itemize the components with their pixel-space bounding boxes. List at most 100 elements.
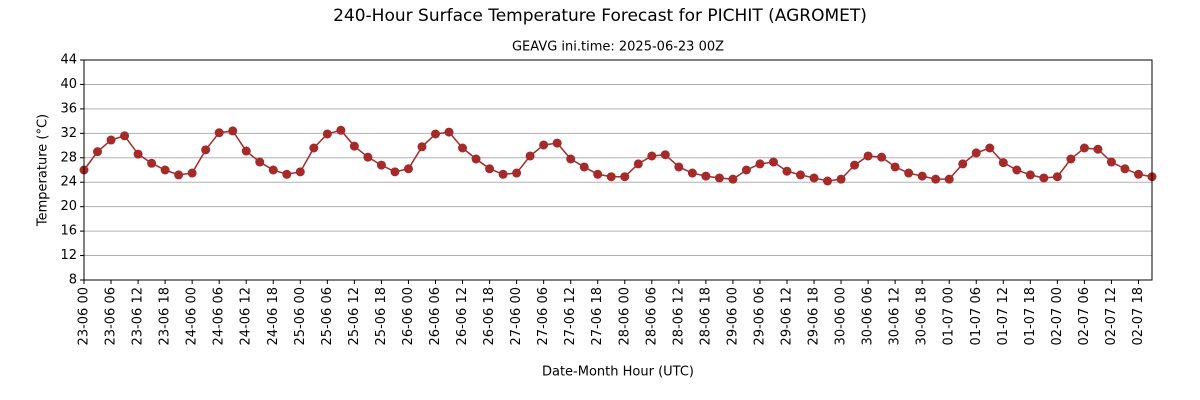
data-point — [593, 169, 603, 179]
data-point — [863, 151, 873, 161]
data-point — [147, 158, 157, 168]
y-tick-label: 40 — [60, 77, 77, 92]
data-point — [1093, 144, 1103, 154]
data-point — [512, 168, 522, 178]
data-point — [579, 162, 589, 172]
data-point — [349, 141, 359, 151]
x-tick-label: 25-06 06 — [320, 287, 335, 345]
data-point — [755, 159, 765, 169]
data-point — [390, 167, 400, 177]
data-point — [160, 165, 170, 175]
x-tick-label: 30-06 00 — [834, 287, 849, 345]
y-tick-label: 16 — [60, 224, 77, 239]
data-point — [133, 149, 143, 159]
data-point — [376, 160, 386, 170]
data-point — [782, 166, 792, 176]
data-point — [971, 148, 981, 158]
data-point — [1120, 164, 1130, 174]
data-point — [485, 164, 495, 174]
data-point — [674, 162, 684, 172]
x-tick-label: 25-06 12 — [347, 287, 362, 345]
temperature-line — [83, 129, 1153, 182]
data-point — [1133, 169, 1143, 179]
y-tick-label: 12 — [60, 248, 77, 263]
data-point — [539, 140, 549, 150]
data-point — [201, 145, 211, 155]
data-point — [552, 138, 562, 148]
x-tick-label: 25-06 00 — [293, 287, 308, 345]
data-point — [633, 159, 643, 169]
data-point — [647, 151, 657, 161]
x-tick-label: 28-06 06 — [644, 287, 659, 345]
data-point — [120, 131, 130, 141]
data-point — [471, 154, 481, 164]
data-point — [430, 129, 440, 139]
x-axis-label: Date-Month Hour (UTC) — [542, 365, 694, 380]
data-point — [809, 173, 819, 183]
data-point — [403, 164, 413, 174]
x-tick-label: 02-07 12 — [1104, 287, 1119, 345]
data-point — [850, 160, 860, 170]
data-point — [823, 176, 833, 186]
plot-frame — [83, 59, 1153, 281]
data-point — [606, 172, 616, 182]
x-tick-label: 02-07 06 — [1077, 287, 1092, 345]
x-tick-label: 24-06 12 — [239, 287, 254, 345]
x-tick-label: 28-06 12 — [671, 287, 686, 345]
data-point — [904, 168, 914, 178]
y-tick-label: 32 — [60, 126, 77, 141]
data-point — [1066, 154, 1076, 164]
data-point — [93, 147, 103, 157]
x-tick-label: 27-06 00 — [509, 287, 524, 345]
y-tick-label: 44 — [60, 53, 77, 68]
data-point — [444, 127, 454, 137]
data-point — [282, 169, 292, 179]
x-tick-label: 29-06 06 — [752, 287, 767, 345]
data-point — [701, 171, 711, 181]
x-tick-label: 23-06 06 — [104, 287, 119, 345]
x-tick-label: 23-06 00 — [77, 287, 92, 345]
x-tick-label: 27-06 18 — [590, 287, 605, 345]
data-point — [714, 173, 724, 183]
data-point — [525, 151, 535, 161]
y-tick-label: 28 — [60, 150, 77, 165]
data-point — [768, 157, 778, 167]
x-tick-label: 30-06 18 — [915, 287, 930, 345]
x-tick-label: 02-07 18 — [1131, 287, 1146, 345]
data-point — [295, 167, 305, 177]
data-point — [228, 126, 238, 136]
data-point — [660, 150, 670, 160]
y-tick-label: 20 — [60, 199, 77, 214]
x-tick-label: 01-07 18 — [1023, 287, 1038, 345]
data-point — [214, 128, 224, 138]
x-tick-label: 30-06 12 — [888, 287, 903, 345]
x-tick-label: 30-06 06 — [861, 287, 876, 345]
y-axis-label: Temperature (°C) — [36, 114, 51, 227]
data-point — [836, 174, 846, 184]
x-tick-label: 27-06 06 — [536, 287, 551, 345]
data-point — [174, 170, 184, 180]
data-point — [309, 143, 319, 153]
data-point — [944, 174, 954, 184]
data-point — [1052, 172, 1062, 182]
x-tick-label: 26-06 18 — [482, 287, 497, 345]
data-point — [998, 158, 1008, 168]
x-tick-label: 28-06 00 — [617, 287, 632, 345]
x-tick-label: 24-06 18 — [266, 287, 281, 345]
data-point — [958, 159, 968, 169]
data-point — [917, 171, 927, 181]
x-tick-label: 28-06 18 — [698, 287, 713, 345]
x-tick-label: 01-07 12 — [996, 287, 1011, 345]
x-tick-label: 01-07 06 — [969, 287, 984, 345]
data-point — [1012, 165, 1022, 175]
x-tick-label: 02-07 00 — [1050, 287, 1065, 345]
y-tick-label: 36 — [60, 101, 77, 116]
y-tick-label: 8 — [69, 273, 77, 288]
data-point — [985, 143, 995, 153]
data-point — [255, 157, 265, 167]
x-tick-label: 26-06 06 — [428, 287, 443, 345]
data-point — [1079, 143, 1089, 153]
data-point — [241, 146, 251, 156]
chart-title: 240-Hour Surface Temperature Forecast fo… — [333, 6, 867, 26]
